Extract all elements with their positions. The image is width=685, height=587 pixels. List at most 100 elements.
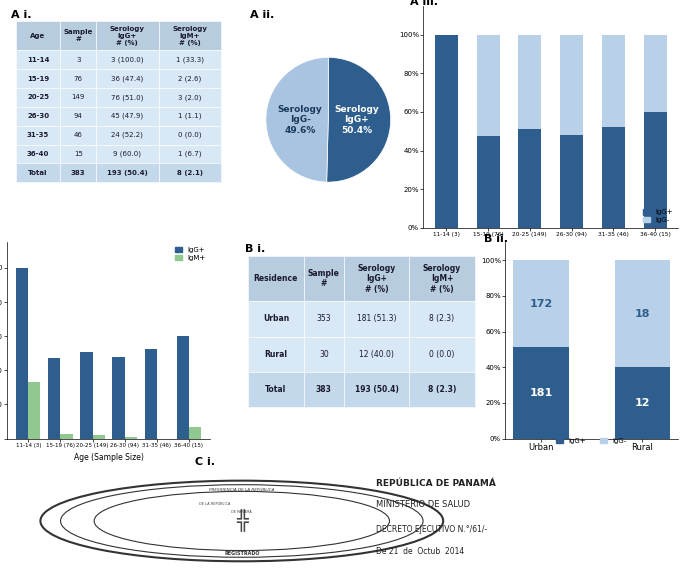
FancyBboxPatch shape [409,301,475,336]
FancyBboxPatch shape [60,69,96,88]
Legend: IgG+, IgG-: IgG+, IgG- [556,437,627,445]
FancyBboxPatch shape [344,372,409,407]
Text: 181 (51.3): 181 (51.3) [357,315,396,323]
Text: 36 (47.4): 36 (47.4) [111,75,143,82]
Text: 18: 18 [634,309,650,319]
Bar [513,347,569,438]
Text: 3 (2.0): 3 (2.0) [178,94,201,100]
FancyBboxPatch shape [96,126,158,144]
FancyBboxPatch shape [158,50,221,69]
FancyBboxPatch shape [248,256,304,301]
Bar [513,260,569,347]
Text: 15-19: 15-19 [27,76,49,82]
Text: B i.: B i. [245,244,266,254]
Text: Serology
IgM+
# (%): Serology IgM+ # (%) [423,264,461,294]
Bar [560,35,583,136]
Bar [560,136,583,228]
Text: 149: 149 [71,95,85,100]
FancyBboxPatch shape [409,372,475,407]
FancyBboxPatch shape [16,144,60,163]
Bar [519,129,541,228]
FancyBboxPatch shape [16,50,60,69]
Text: 2 (2.6): 2 (2.6) [178,75,201,82]
FancyBboxPatch shape [248,301,304,336]
FancyBboxPatch shape [60,50,96,69]
Text: Serology
IgG+
# (%): Serology IgG+ # (%) [110,26,145,46]
Text: 46: 46 [74,132,83,138]
FancyBboxPatch shape [344,256,409,301]
Text: Serology
IgG+
# (%): Serology IgG+ # (%) [358,264,396,294]
FancyBboxPatch shape [304,336,344,372]
FancyBboxPatch shape [60,144,96,163]
Bar [92,435,105,438]
FancyBboxPatch shape [158,69,221,88]
Bar [16,268,28,438]
FancyBboxPatch shape [96,163,158,182]
Text: 8 (2.3): 8 (2.3) [429,315,455,323]
FancyBboxPatch shape [158,144,221,163]
Text: 26-30: 26-30 [27,113,49,119]
Bar [644,35,667,112]
Text: 8 (2.1): 8 (2.1) [177,170,203,176]
Text: Residence: Residence [253,274,298,283]
FancyBboxPatch shape [96,107,158,126]
FancyBboxPatch shape [60,21,96,50]
FancyBboxPatch shape [409,336,475,372]
FancyBboxPatch shape [60,107,96,126]
Bar [602,127,625,228]
Wedge shape [327,58,390,182]
Bar [614,260,671,367]
FancyBboxPatch shape [409,256,475,301]
Bar [125,437,137,438]
Text: B ii.: B ii. [484,234,508,244]
Text: Urban: Urban [263,315,289,323]
Text: 8 (2.3): 8 (2.3) [428,385,456,394]
Text: 0 (0.0): 0 (0.0) [178,132,201,139]
Text: MINISTERIO DE SALUD: MINISTERIO DE SALUD [376,501,470,510]
FancyBboxPatch shape [344,301,409,336]
Text: 3: 3 [76,57,80,63]
Text: Total: Total [265,385,286,394]
Text: Serology
IgG-
49.6%: Serology IgG- 49.6% [278,105,323,134]
FancyBboxPatch shape [158,107,221,126]
Text: 383: 383 [316,385,332,394]
FancyBboxPatch shape [304,256,344,301]
Text: De 21  de  Octub  2014: De 21 de Octub 2014 [376,546,464,555]
Text: 31-35: 31-35 [27,132,49,138]
Bar [644,112,667,228]
Bar [477,35,499,136]
Text: REPÚBLICA DE PANAMÁ: REPÚBLICA DE PANAMÁ [376,479,496,488]
Text: 30: 30 [319,350,329,359]
Bar [60,434,73,438]
FancyBboxPatch shape [16,21,60,50]
Text: 193 (50.4): 193 (50.4) [107,170,148,176]
FancyBboxPatch shape [96,21,158,50]
FancyBboxPatch shape [304,372,344,407]
Text: Sample
#: Sample # [64,29,93,42]
Bar [189,427,201,438]
Text: A iii.: A iii. [410,0,438,7]
Text: 15: 15 [74,151,83,157]
Text: REGISTRADO: REGISTRADO [224,551,260,556]
FancyBboxPatch shape [60,126,96,144]
FancyBboxPatch shape [16,69,60,88]
Legend: IgG+, IgM+: IgG+, IgM+ [173,246,207,262]
Text: 11-14: 11-14 [27,57,49,63]
Bar [602,35,625,127]
Text: 45 (47.9): 45 (47.9) [111,113,143,120]
FancyBboxPatch shape [96,88,158,107]
Bar [48,357,60,438]
FancyBboxPatch shape [158,88,221,107]
Text: Rural: Rural [264,350,288,359]
Text: ╬: ╬ [236,510,248,532]
Text: 193 (50.4): 193 (50.4) [355,385,399,394]
Text: 383: 383 [71,170,86,176]
Text: 12 (40.0): 12 (40.0) [359,350,394,359]
Text: A ii.: A ii. [250,11,274,21]
FancyBboxPatch shape [16,126,60,144]
FancyBboxPatch shape [60,163,96,182]
Text: A i.: A i. [12,11,32,21]
Text: 76: 76 [74,76,83,82]
FancyBboxPatch shape [344,336,409,372]
FancyBboxPatch shape [158,126,221,144]
